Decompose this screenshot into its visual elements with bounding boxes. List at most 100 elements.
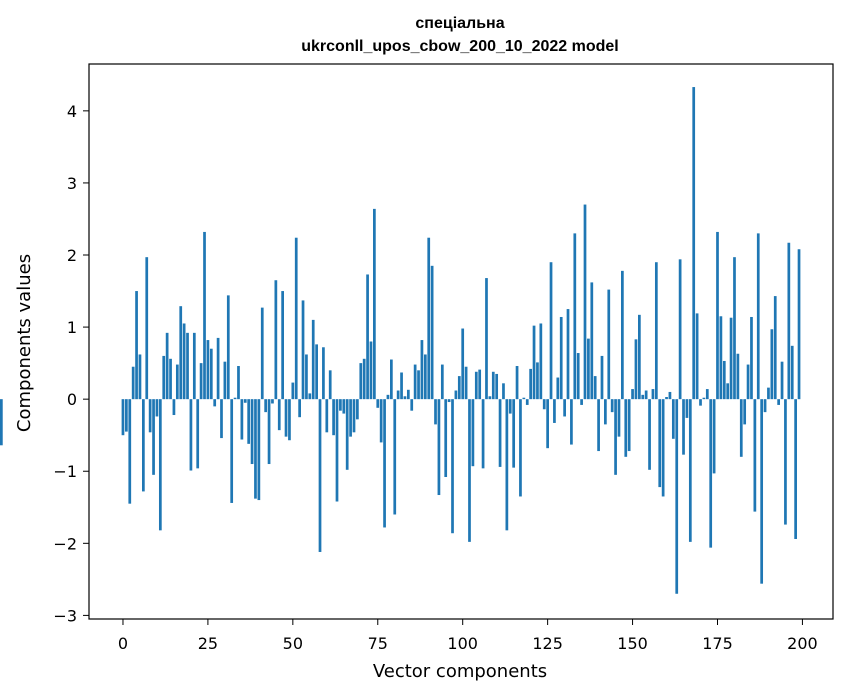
bar (396, 390, 400, 400)
bar (311, 319, 315, 400)
bar (729, 317, 733, 400)
bar (322, 347, 325, 400)
bar (128, 399, 132, 504)
bar (254, 399, 257, 499)
bar (152, 399, 155, 475)
bar (763, 399, 767, 413)
bar (226, 295, 230, 400)
bar (597, 399, 600, 452)
y-tick-label: −1 (53, 462, 77, 481)
bar (172, 399, 176, 416)
bar (726, 383, 730, 400)
bar (158, 399, 162, 531)
bar (773, 296, 777, 400)
bar (454, 390, 458, 400)
bar (794, 399, 797, 539)
bar (233, 397, 237, 400)
chart-title-line-2: ukrconll_upos_cbow_200_10_2022 model (301, 38, 618, 55)
bar (291, 382, 295, 400)
bar (175, 364, 179, 400)
bar (790, 345, 794, 400)
bar (607, 289, 611, 400)
bar (434, 399, 437, 425)
bar (685, 399, 689, 418)
bar (138, 354, 142, 400)
bar (512, 399, 516, 468)
bar (359, 363, 363, 400)
bar (519, 399, 522, 497)
bar (631, 389, 634, 400)
bar (243, 399, 247, 403)
bar (216, 337, 220, 400)
bar (719, 316, 723, 400)
bar (722, 360, 726, 400)
bar (390, 359, 393, 400)
bar (213, 399, 217, 407)
bar (447, 399, 451, 403)
bar (624, 399, 628, 457)
bar (121, 399, 125, 436)
bar (515, 366, 519, 400)
bar (525, 399, 529, 405)
bar (576, 353, 580, 400)
bar (165, 332, 169, 400)
bar (451, 399, 454, 534)
bar (430, 265, 434, 400)
bar (0, 399, 3, 446)
bar (559, 316, 563, 400)
bar (260, 307, 264, 400)
bar (237, 366, 240, 400)
bar (186, 332, 189, 400)
bar (661, 399, 665, 497)
y-tick-label: −2 (53, 534, 77, 553)
bar (580, 399, 583, 405)
bar (206, 340, 210, 400)
bar (587, 338, 590, 400)
bar (209, 348, 213, 400)
bar (712, 399, 716, 474)
bar (522, 397, 526, 400)
bar (457, 376, 461, 400)
bar (305, 354, 308, 400)
bar (539, 323, 543, 400)
bar (271, 399, 274, 404)
bar (427, 237, 431, 400)
bar (508, 399, 512, 414)
bar (780, 361, 784, 400)
x-tick-label: 50 (283, 634, 303, 653)
bar (240, 399, 244, 440)
bar (570, 399, 573, 445)
bar (420, 340, 424, 400)
bar (770, 329, 774, 400)
bar (461, 328, 465, 400)
bar (787, 242, 791, 400)
bar (709, 399, 713, 548)
bar (481, 399, 485, 469)
bar (362, 358, 366, 400)
bar (549, 262, 553, 400)
bar (682, 399, 685, 455)
bar (478, 369, 482, 400)
bar (733, 257, 736, 400)
bar (604, 399, 607, 425)
bar (784, 399, 787, 525)
y-tick-label: −3 (53, 606, 77, 625)
bar (651, 389, 655, 400)
bar (406, 389, 410, 400)
bar (328, 370, 332, 400)
bar (135, 291, 138, 400)
bar (716, 231, 719, 400)
y-tick-label: 0 (67, 390, 77, 409)
y-tick-label: 1 (67, 318, 77, 337)
bar (257, 399, 261, 501)
bar (250, 399, 254, 465)
bar (739, 399, 743, 457)
bar (220, 399, 223, 439)
bar (705, 389, 709, 400)
y-tick-label: 2 (67, 246, 77, 265)
bar (600, 355, 604, 400)
bar (131, 366, 135, 400)
y-axis-label: Components values (14, 254, 35, 432)
bar (583, 204, 587, 400)
